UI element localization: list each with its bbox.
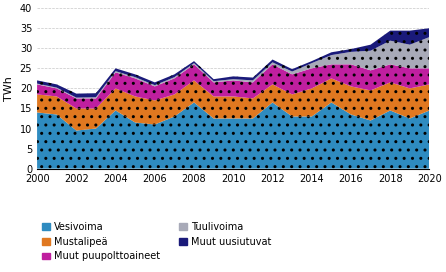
Legend: Vesivoima, Mustalipeä, Muut puupolttoaineet, Tuulivoima, Muut uusiutuvat: Vesivoima, Mustalipeä, Muut puupolttoain… [42,222,271,261]
Y-axis label: TWh: TWh [4,76,14,101]
